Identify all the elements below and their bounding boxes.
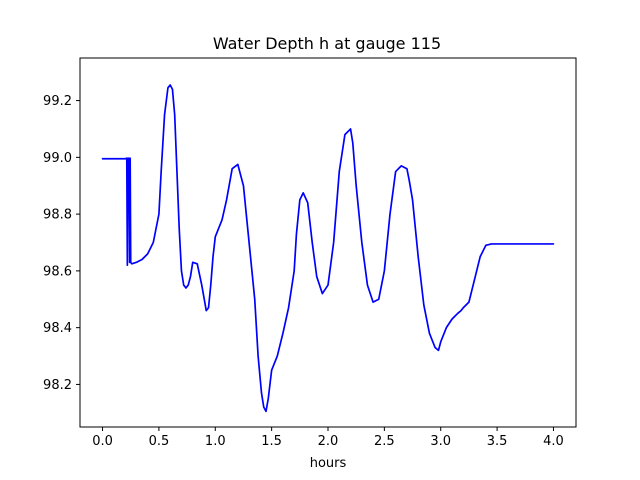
x-tick-label: 2.5 (374, 434, 395, 449)
series-line-0 (101, 84, 555, 413)
x-tick-label: 3.5 (487, 434, 508, 449)
axes-frame (79, 57, 577, 428)
y-tick-label: 99.2 (43, 94, 72, 109)
x-tick-label: 0.5 (149, 434, 170, 449)
y-tick-label: 99.0 (43, 151, 72, 166)
y-tick-label: 98.8 (43, 208, 72, 223)
x-tick-label: 0.0 (92, 434, 113, 449)
y-tick-label: 98.2 (43, 378, 72, 393)
x-tick-label: 3.0 (430, 434, 451, 449)
y-tick-label: 98.6 (43, 264, 72, 279)
y-tick-label: 98.4 (43, 321, 72, 336)
x-tick-label: 1.0 (205, 434, 226, 449)
axis-ticks: 0.0 0.5 1.0 1.5 2.0 2.5 3.0 3.5 4.0 98.2 98.4 98.6 9… (43, 94, 564, 449)
x-tick-label: 4.0 (543, 434, 564, 449)
x-axis-label: hours (310, 456, 347, 471)
plot-area (101, 84, 555, 413)
x-tick-label: 1.5 (261, 434, 282, 449)
chart-title: Water Depth h at gauge 115 (213, 34, 441, 53)
x-tick-label: 2.0 (318, 434, 339, 449)
